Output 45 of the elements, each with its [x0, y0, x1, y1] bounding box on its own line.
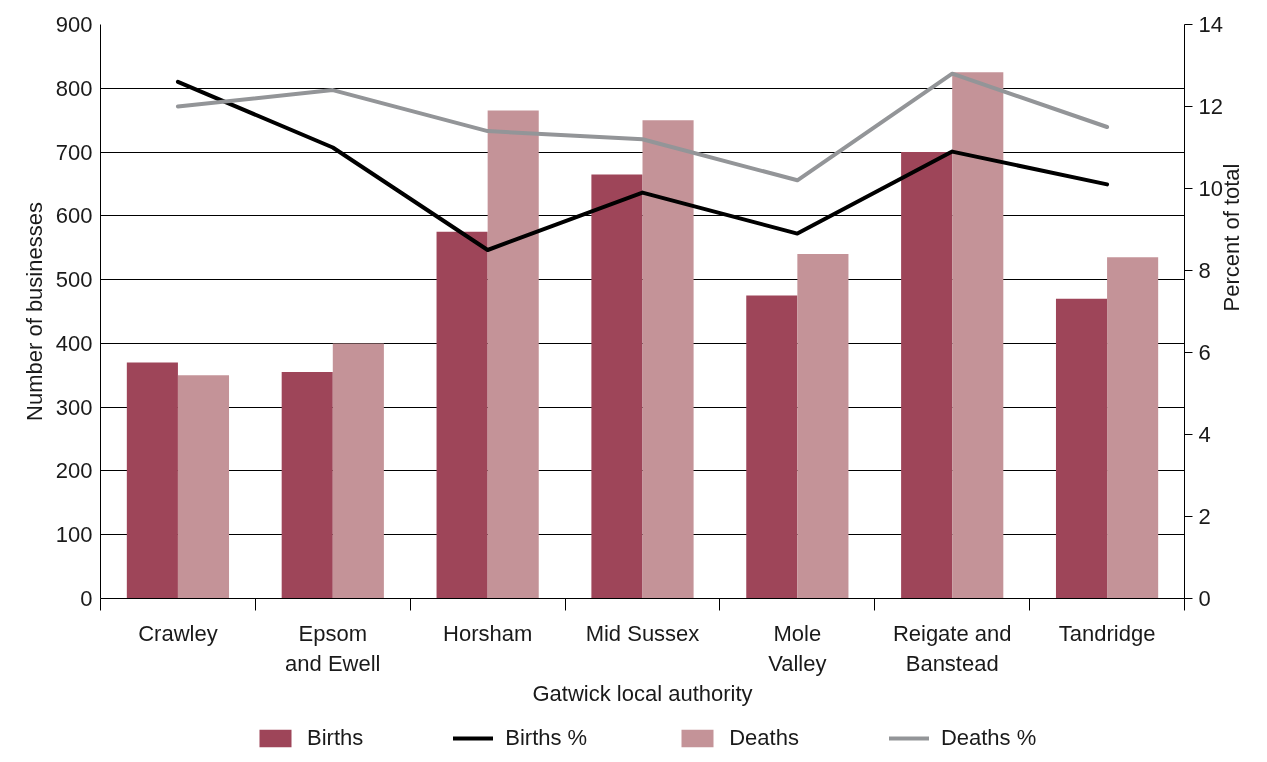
line-series: [175, 71, 1110, 183]
x-tick-label: Reigate and Banstead: [892, 620, 1012, 676]
y-tick-label: 500: [55, 267, 93, 293]
legend-label: Deaths %: [940, 725, 1037, 751]
bar: [1055, 298, 1108, 599]
bar: [901, 152, 953, 599]
y-axis-title: Number of businesses: [21, 202, 47, 421]
y2-tick-label: 14: [1198, 12, 1223, 37]
legend-label: Deaths: [729, 725, 799, 751]
bar: [591, 174, 643, 599]
x-axis-title: Gatwick local authority: [532, 680, 753, 706]
y-tick-label: 600: [55, 203, 93, 229]
legend-label: Births: [307, 725, 364, 751]
x-tick-label: Horsham: [443, 620, 533, 646]
bar: [952, 72, 1004, 599]
y-tick-label: 900: [55, 12, 93, 37]
x-tick-label: Mole Valley: [768, 620, 827, 676]
bar: [746, 295, 798, 599]
bar: [177, 375, 230, 599]
y2-tick-label: 8: [1198, 258, 1211, 283]
y2-tick-label: 12: [1198, 94, 1223, 119]
y-tick-label: 700: [55, 139, 93, 165]
bar: [281, 372, 333, 599]
bar: [332, 343, 384, 599]
y-tick-label: 800: [55, 75, 93, 101]
x-tick-label: Mid Sussex: [585, 620, 700, 646]
y2-tick-label: 6: [1198, 340, 1211, 365]
bar: [436, 231, 488, 599]
y2-tick-label: 0: [1198, 586, 1211, 611]
y-tick-label: 400: [55, 330, 93, 356]
bar: [487, 110, 539, 599]
y-tick-label: 300: [55, 394, 93, 420]
y-tick-label: 200: [55, 458, 93, 484]
y2-tick-label: 2: [1198, 504, 1211, 529]
x-tick-label: Crawley: [138, 620, 218, 646]
bar: [1107, 257, 1159, 599]
bar: [797, 254, 849, 599]
bar: [642, 120, 694, 599]
y-tick-label: 100: [55, 522, 93, 548]
y2-tick-label: 4: [1198, 422, 1211, 447]
y-tick-label: 0: [80, 586, 93, 611]
x-tick-label: Tandridge: [1058, 620, 1156, 646]
legend-label: Births %: [505, 725, 588, 751]
x-tick-label: Epsom and Ewell: [285, 620, 381, 676]
bar: [126, 362, 178, 599]
